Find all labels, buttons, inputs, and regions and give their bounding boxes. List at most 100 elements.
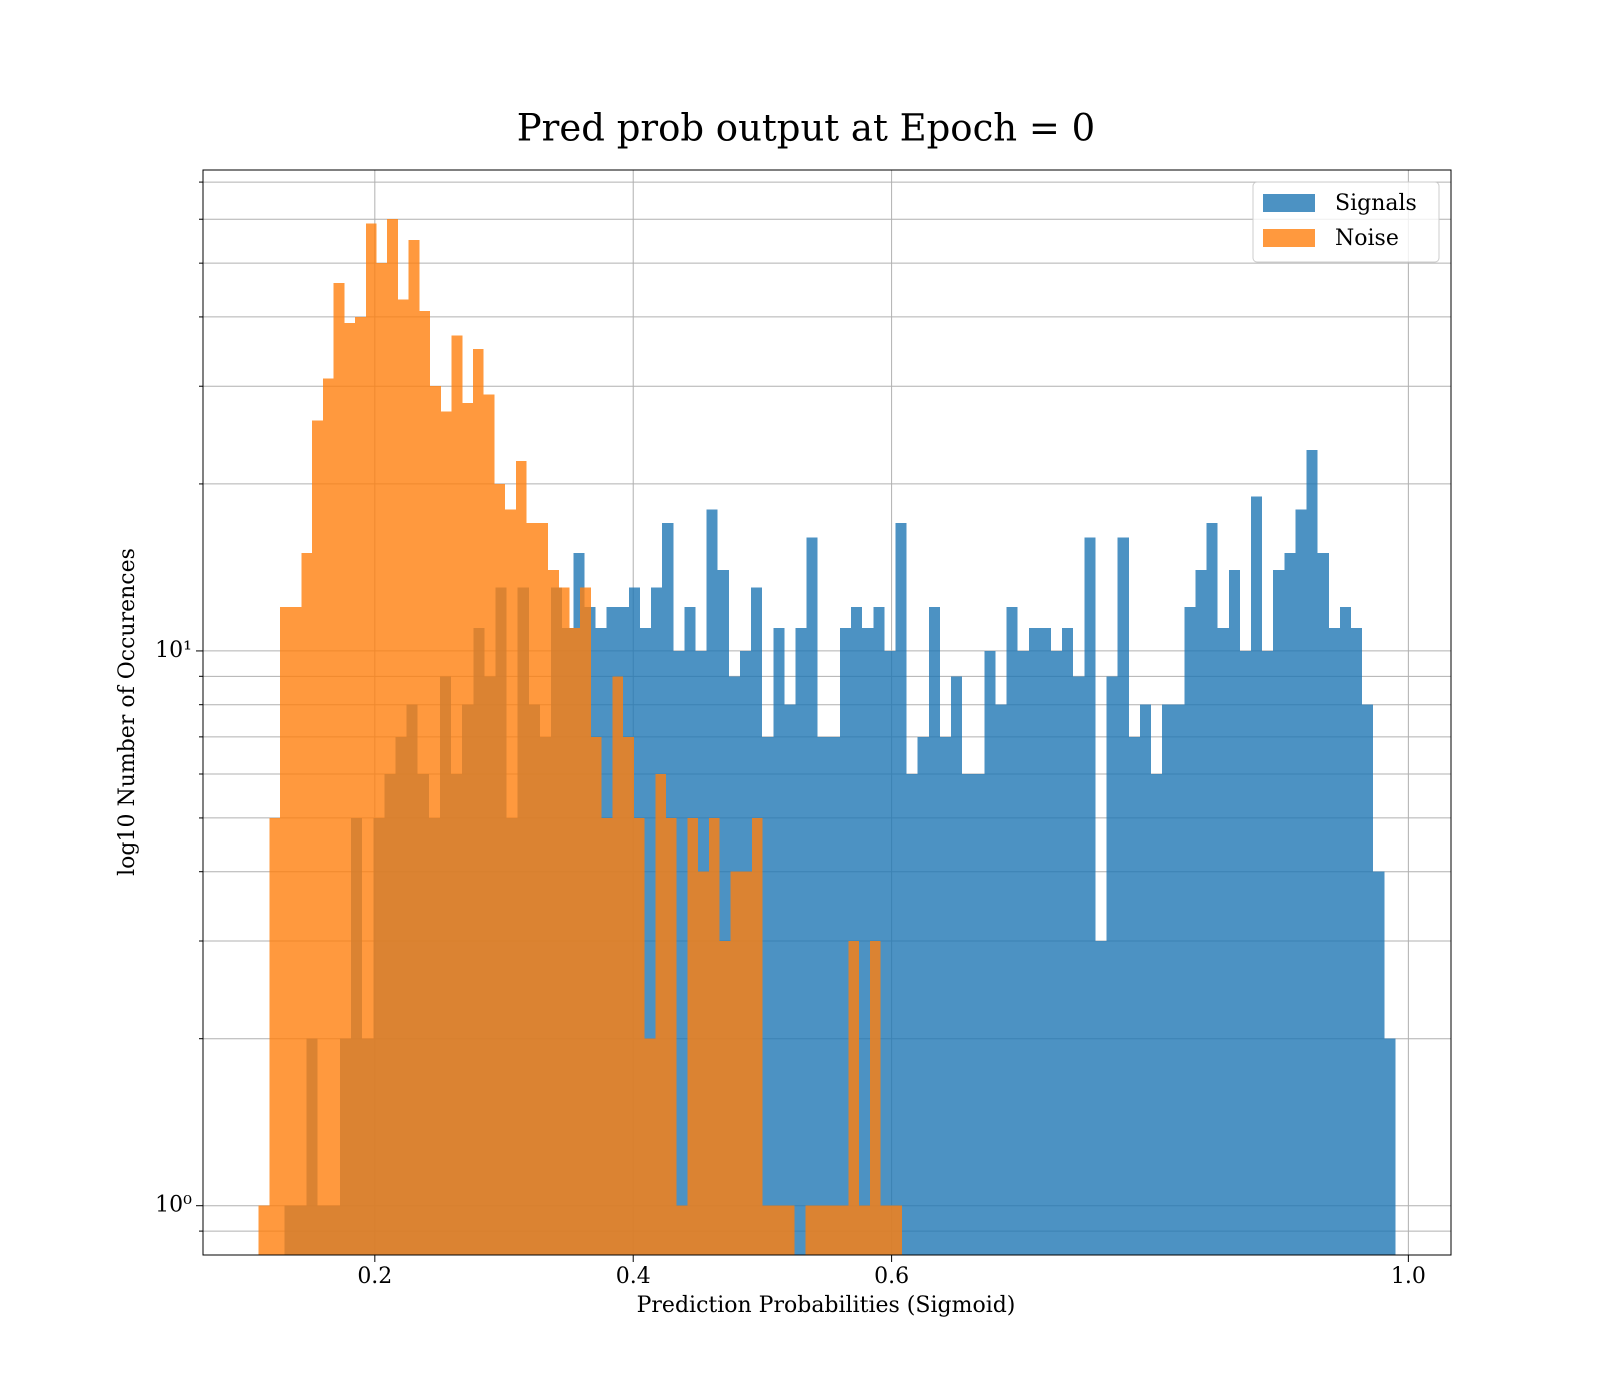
- histogram-bar: [590, 736, 602, 1255]
- histogram-bar: [1128, 736, 1140, 1255]
- histogram-bar: [301, 553, 313, 1255]
- histogram-bar: [639, 627, 652, 1255]
- histogram-bar: [1151, 774, 1163, 1255]
- histogram-bar: [322, 378, 334, 1255]
- histogram-bar: [837, 1205, 849, 1255]
- histogram-bar: [1262, 650, 1274, 1255]
- histogram-bar: [848, 941, 860, 1255]
- histogram-bar: [1295, 509, 1307, 1256]
- histogram-bar: [505, 509, 516, 1256]
- histogram-bar: [805, 1205, 817, 1255]
- histogram-bar: [880, 1205, 892, 1255]
- histogram-bar: [1228, 569, 1240, 1255]
- histogram-bar: [569, 627, 581, 1255]
- histogram-bar: [655, 774, 667, 1255]
- histogram-bar: [1328, 627, 1340, 1255]
- y-tick-label: 10¹: [155, 638, 192, 663]
- histogram-bar: [891, 1205, 902, 1255]
- histogram-bar: [1273, 569, 1285, 1255]
- histogram-bar: [817, 736, 829, 1255]
- histogram-bar: [430, 386, 441, 1256]
- histogram-bar: [1206, 523, 1218, 1255]
- histogram-bar: [419, 310, 431, 1255]
- histogram-bar: [784, 704, 796, 1255]
- histogram-bar: [1017, 650, 1029, 1255]
- histogram-bar: [1039, 627, 1052, 1255]
- histogram-bar: [473, 349, 484, 1255]
- histogram-bar: [1195, 569, 1207, 1255]
- histogram-bar: [451, 335, 463, 1255]
- histogram-bar: [483, 394, 495, 1256]
- histogram-bar: [1284, 553, 1296, 1255]
- histogram-bar: [816, 1205, 827, 1255]
- histogram-bar: [397, 299, 409, 1255]
- histogram-bar: [1084, 537, 1096, 1255]
- histogram-bar: [408, 240, 420, 1255]
- histogram-bar: [1251, 496, 1263, 1255]
- histogram-bar: [783, 1205, 795, 1255]
- legend-label: Signals: [1335, 191, 1417, 216]
- histogram-bar: [279, 607, 291, 1255]
- histogram-bar: [851, 607, 863, 1255]
- histogram-bar: [1362, 704, 1374, 1255]
- histogram-bar: [806, 537, 818, 1255]
- histogram-bar: [1306, 450, 1318, 1255]
- histogram-bar: [344, 323, 356, 1255]
- legend: Signals Noise: [1252, 181, 1440, 263]
- histogram-bar: [1351, 627, 1363, 1255]
- histogram-bar: [612, 676, 624, 1255]
- chart-title: Pred prob output at Epoch = 0: [517, 107, 1095, 150]
- histogram-bar: [1006, 607, 1018, 1255]
- histogram-bar: [762, 736, 774, 1255]
- histogram-bar: [962, 774, 974, 1255]
- histogram-bar: [526, 523, 538, 1255]
- histogram-bar: [1173, 704, 1185, 1255]
- histogram-bar: [906, 774, 918, 1255]
- histogram-bar: [1339, 607, 1352, 1255]
- histogram-bar: [462, 402, 474, 1255]
- histogram-bar: [580, 587, 591, 1255]
- histogram-bar: [869, 941, 881, 1255]
- histogram-bar: [601, 817, 613, 1255]
- histogram-bar: [1317, 553, 1329, 1255]
- histogram-bar: [687, 817, 699, 1255]
- histogram-bar: [995, 704, 1007, 1255]
- histogram-bar: [258, 1205, 270, 1255]
- histogram-bar: [719, 941, 731, 1255]
- histogram-bar: [537, 523, 549, 1255]
- histogram-bar: [558, 587, 570, 1255]
- legend-swatch: [1263, 194, 1315, 212]
- histogram-bar: [751, 817, 763, 1255]
- histogram-bar: [795, 627, 807, 1255]
- histogram-bar: [666, 817, 677, 1255]
- histogram-bar: [773, 1205, 784, 1255]
- histogram-bar: [1373, 871, 1385, 1255]
- histogram-bar: [1117, 537, 1129, 1255]
- histogram-bar: [928, 607, 940, 1255]
- y-axis-label: log10 Number of Occurences: [115, 548, 140, 876]
- histogram-bar: [984, 650, 996, 1255]
- histogram-bar: [312, 420, 323, 1255]
- legend-swatch: [1263, 229, 1315, 247]
- histogram-bar: [862, 627, 874, 1255]
- histogram-bar: [1139, 704, 1152, 1255]
- histogram-bar: [730, 871, 742, 1255]
- histogram-bar: [548, 569, 559, 1255]
- x-tick-label: 0.2: [357, 1264, 392, 1289]
- x-tick-label: 0.4: [616, 1264, 651, 1289]
- histogram-bar: [1051, 650, 1063, 1255]
- histogram-bar: [826, 1205, 838, 1255]
- histogram-bar: [673, 650, 685, 1255]
- histogram-bar: [440, 411, 452, 1255]
- histogram-bar: [1162, 704, 1174, 1255]
- x-tick-label: 0.6: [874, 1264, 909, 1289]
- histogram-bar: [1073, 676, 1085, 1255]
- histogram-bar: [717, 569, 729, 1255]
- histogram-bar: [1217, 627, 1229, 1255]
- histogram-bar: [644, 1038, 656, 1255]
- histogram-bar: [698, 871, 709, 1255]
- plot-area: [258, 219, 1396, 1256]
- histogram-bar: [939, 736, 952, 1255]
- histogram-bar: [741, 871, 752, 1255]
